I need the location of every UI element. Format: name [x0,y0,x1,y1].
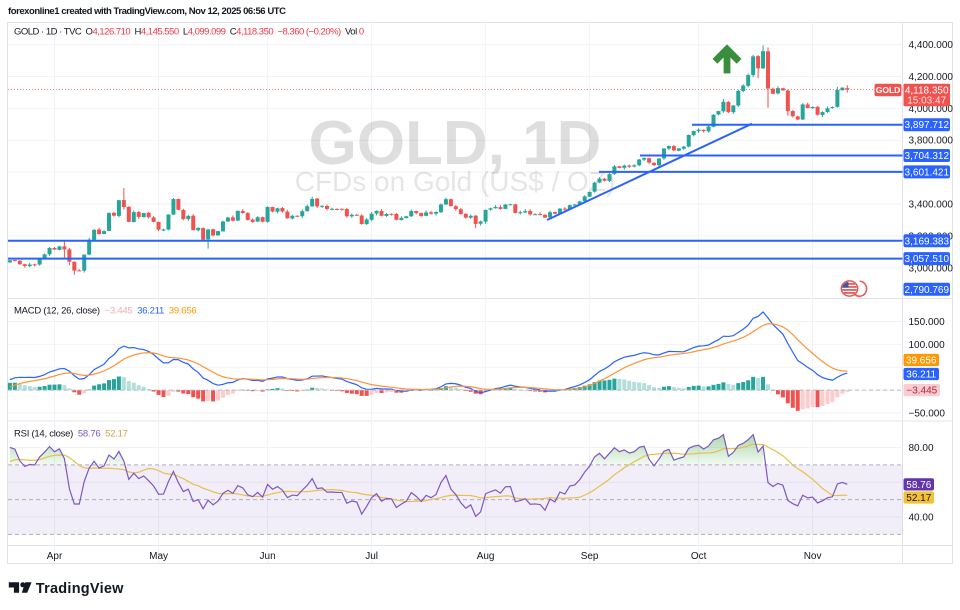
svg-text:100.000: 100.000 [909,340,946,351]
svg-text:Apr: Apr [47,551,63,562]
svg-text:58.76: 58.76 [906,480,931,491]
svg-text:4,400.000: 4,400.000 [909,40,954,51]
svg-text:4,118.350: 4,118.350 [905,85,949,96]
svg-text:4,200.000: 4,200.000 [909,72,954,83]
svg-text:GOLD, 1D: GOLD, 1D [309,109,602,178]
svg-text:3,169.383: 3,169.383 [905,236,950,247]
svg-text:forexonline1 created with Trad: forexonline1 created with TradingView.co… [8,6,286,17]
svg-text:MACD (12, 26, close) −3.445: MACD (12, 26, close) −3.445 36.211 39.65… [14,306,196,317]
svg-text:15:03:47: 15:03:47 [907,96,946,107]
svg-text:80.00: 80.00 [909,443,934,454]
svg-text:39.656: 39.656 [906,356,937,367]
svg-text:36.211: 36.211 [906,370,936,381]
svg-text:RSI (14, close) 58.76 52.17: RSI (14, close) 58.76 52.17 [14,429,128,440]
svg-text:150.000: 150.000 [909,317,946,328]
svg-text:52.17: 52.17 [906,493,931,504]
svg-text:3,400.000: 3,400.000 [909,200,954,211]
svg-text:Jul: Jul [365,551,378,562]
svg-text:−3.445: −3.445 [906,386,937,397]
svg-text:May: May [149,551,168,562]
svg-text:3,000.000: 3,000.000 [909,263,954,274]
svg-text:−50.000: −50.000 [909,409,946,420]
svg-text:3,800.000: 3,800.000 [909,136,954,147]
svg-text:GOLD: GOLD [876,85,901,95]
svg-text:GOLD · 1D · TVC O4,126.710 H: GOLD · 1D · TVC O4,126.710 H4,145.550 L4… [14,27,364,38]
svg-text:TradingView: TradingView [36,581,124,597]
svg-text:Aug: Aug [477,551,495,562]
svg-text:Oct: Oct [691,551,707,562]
svg-text:3,897.712: 3,897.712 [905,120,950,131]
svg-text:3,057.510: 3,057.510 [905,254,950,265]
svg-text:Sep: Sep [581,551,599,562]
svg-text:2,790.769: 2,790.769 [905,285,950,296]
svg-text:40.00: 40.00 [909,513,934,524]
svg-text:Jun: Jun [260,551,276,562]
svg-text:CFDs on Gold (US$ / OZ): CFDs on Gold (US$ / OZ) [295,166,616,197]
svg-text:3,704.312: 3,704.312 [905,151,950,162]
svg-text:Nov: Nov [804,551,822,562]
svg-text:3,601.421: 3,601.421 [905,167,950,178]
svg-text:4,000.000: 4,000.000 [909,104,954,115]
